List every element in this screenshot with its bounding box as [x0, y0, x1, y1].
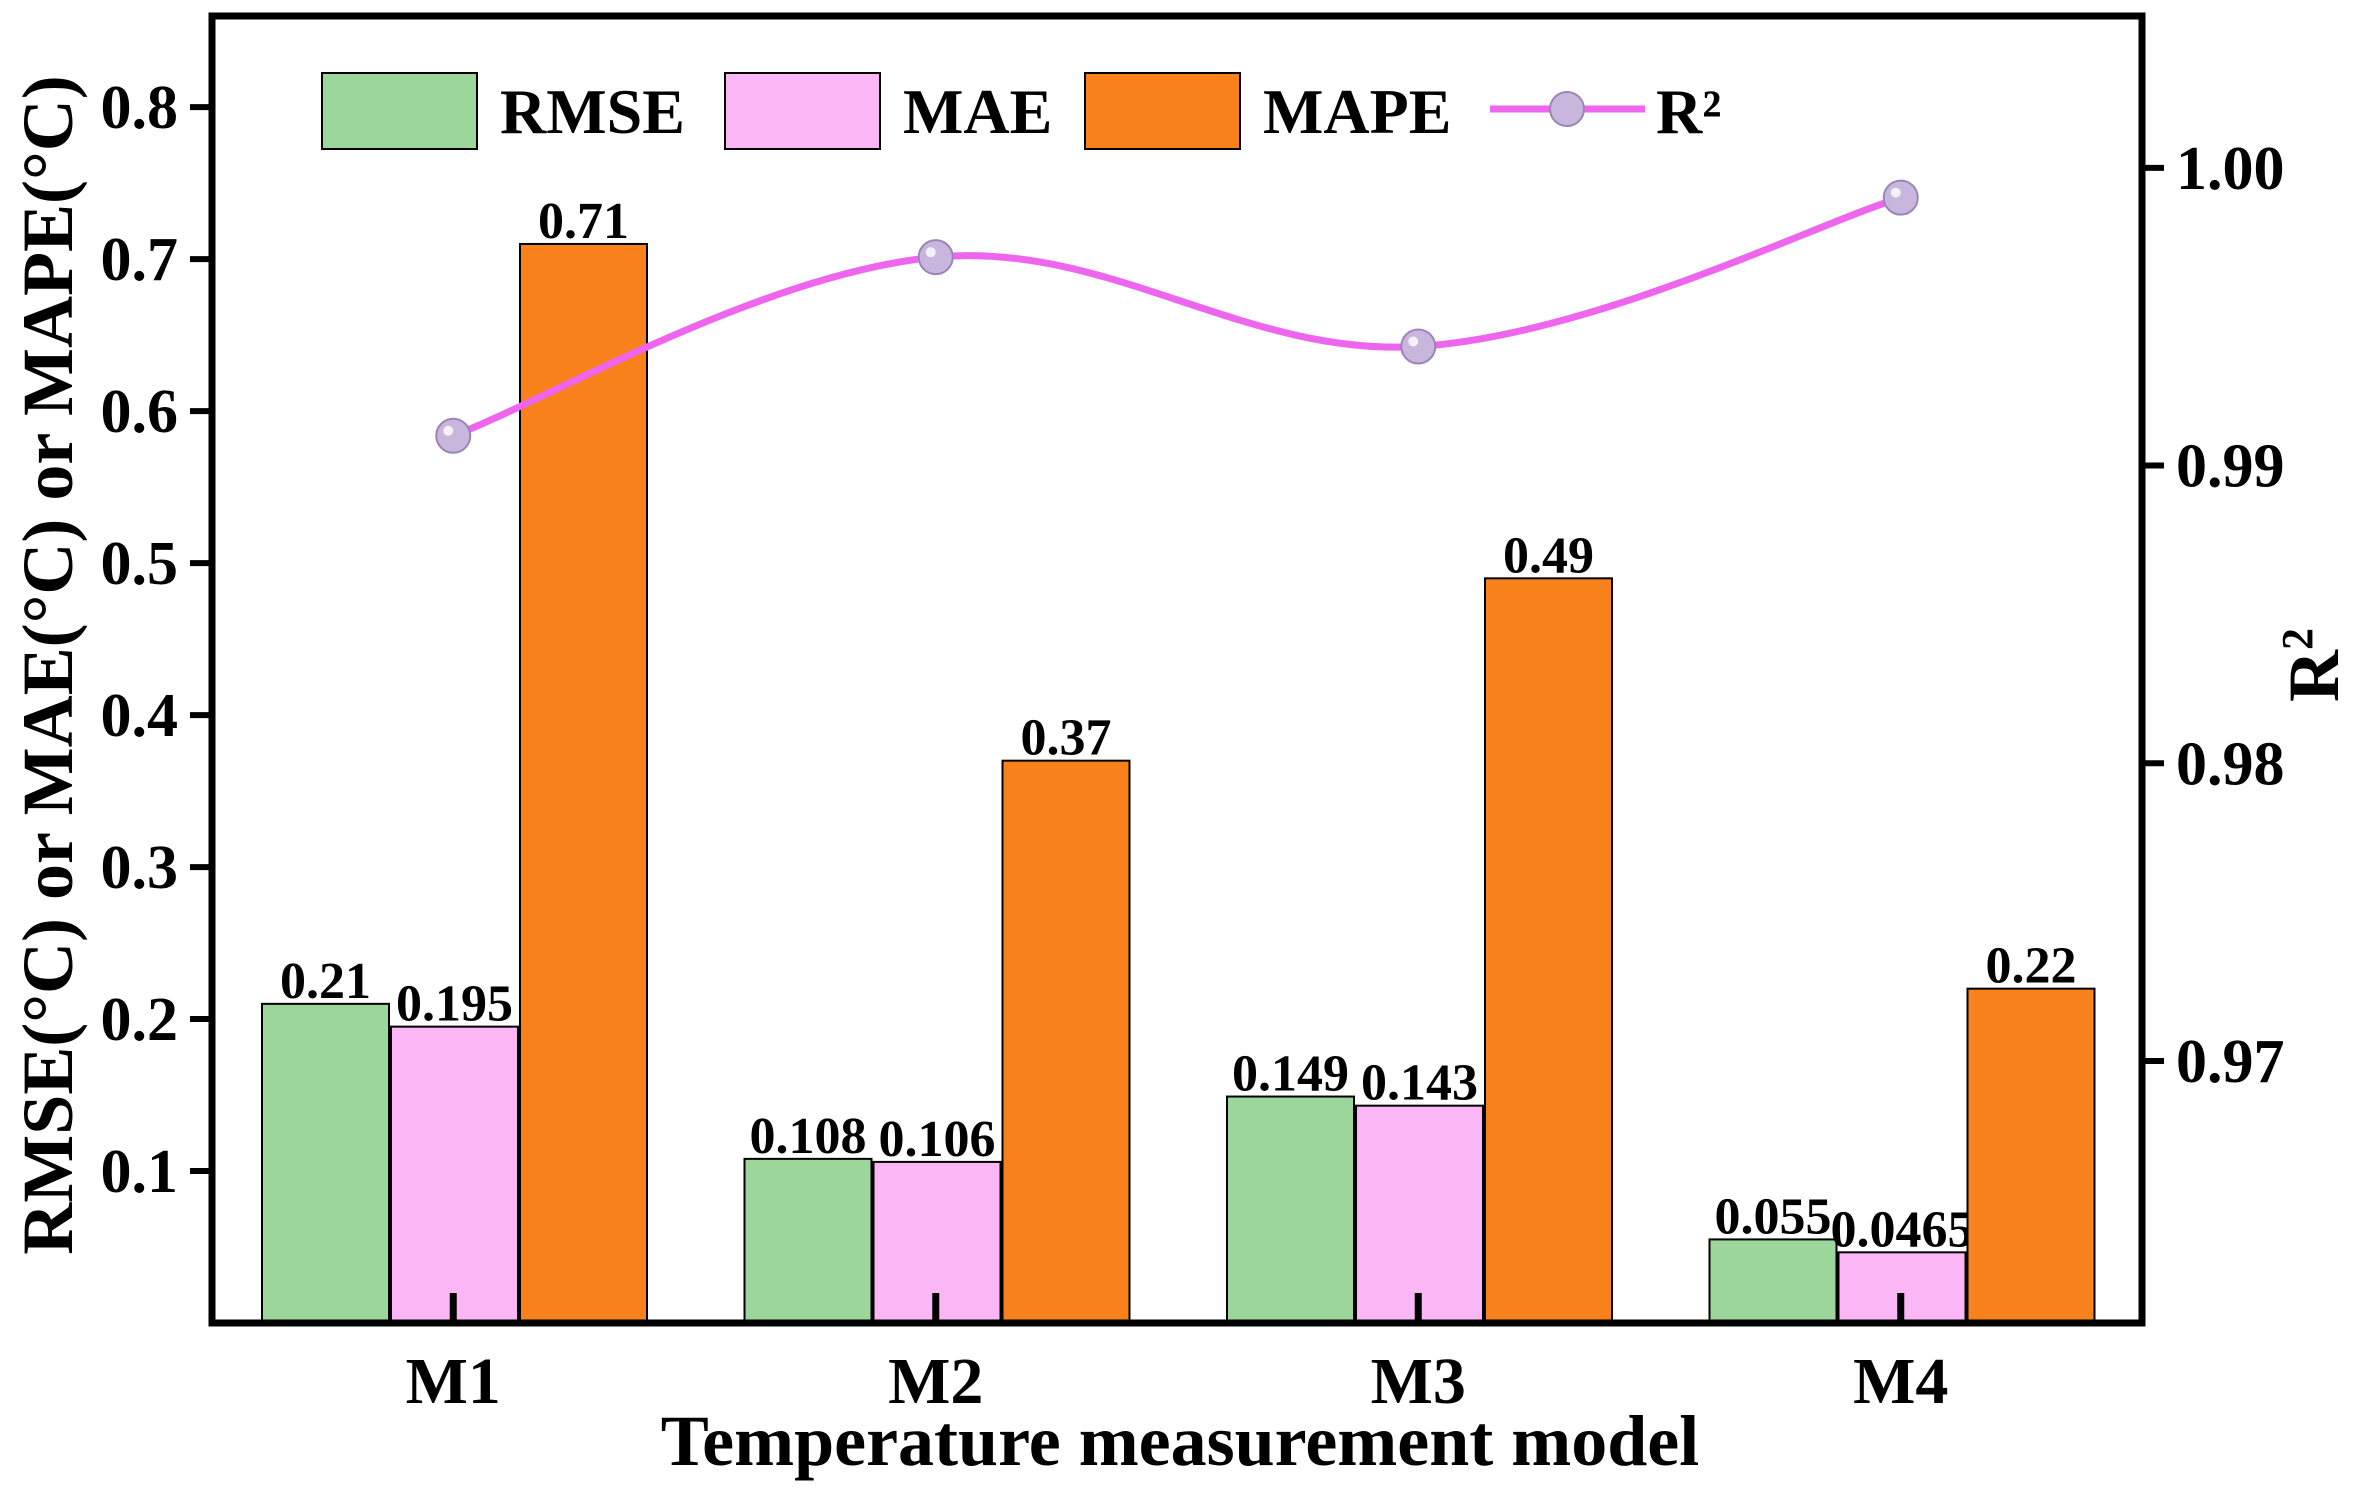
- y-tick-label-0.4: 0.4: [101, 682, 179, 750]
- legend: RMSE MAE MAPE R²: [321, 72, 1721, 150]
- y-tick-label-0.3: 0.3: [101, 834, 179, 902]
- y2-tick-label-1.00: 1.00: [2176, 135, 2285, 203]
- r2-marker-m1: [435, 417, 472, 454]
- x-tick-label-m1: M1: [406, 1345, 501, 1418]
- legend-swatch-mae: [724, 72, 881, 150]
- y2-tick-label-0.98: 0.98: [2176, 730, 2285, 798]
- data-label-mae-m1: 0.195: [396, 976, 513, 1033]
- r2-marker-highlight-m2: [925, 247, 936, 258]
- r2-marker-m4: [1882, 179, 1919, 216]
- legend-marker-r2: [1549, 91, 1585, 127]
- data-label-mape-m2: 0.37: [1021, 710, 1112, 767]
- bar-mape-m4: [1966, 987, 2096, 1325]
- data-label-mape-m1: 0.71: [538, 193, 629, 250]
- r2-line: [452, 194, 1902, 440]
- x-axis-title: Temperature measurement model: [661, 1401, 1699, 1481]
- bar-mae-m1: [390, 1025, 519, 1325]
- y-tick-label-0.2: 0.2: [101, 986, 179, 1054]
- bar-rmse-m2: [743, 1157, 873, 1324]
- y2-tick-label-0.97: 0.97: [2176, 1028, 2285, 1096]
- y-tick-label-0.6: 0.6: [101, 378, 179, 446]
- r2-marker-highlight-m1: [443, 425, 454, 436]
- y2-tick-label-0.99: 0.99: [2176, 433, 2285, 501]
- data-label-mae-m2: 0.106: [879, 1111, 996, 1168]
- bar-rmse-m4: [1708, 1238, 1838, 1325]
- y-tick-label-0.8: 0.8: [101, 74, 179, 142]
- data-label-mae-m4: 0.0465: [1831, 1201, 1974, 1258]
- x-tick-label-m2: M2: [888, 1345, 983, 1418]
- legend-label-rmse: RMSE: [500, 76, 685, 147]
- bar-rmse-m1: [261, 1002, 390, 1324]
- data-label-rmse-m4: 0.055: [1715, 1188, 1832, 1245]
- data-label-mae-m3: 0.143: [1361, 1055, 1478, 1112]
- x-tick-label-m3: M3: [1371, 1345, 1466, 1418]
- data-label-rmse-m2: 0.108: [750, 1108, 867, 1165]
- y-tick-label-0.5: 0.5: [101, 530, 179, 598]
- data-label-rmse-m1: 0.21: [280, 953, 371, 1010]
- bar-mape-m2: [1001, 759, 1131, 1324]
- plot-frame: [208, 12, 2146, 1327]
- y-tick-label-0.1: 0.1: [101, 1138, 179, 1206]
- legend-label-r2: R²: [1656, 76, 1721, 147]
- y-axis-title: RMSE(°C) or MAE(°C) or MAPE(°C): [8, 75, 88, 1255]
- bar-rmse-m3: [1226, 1095, 1355, 1325]
- r2-marker-m3: [1400, 328, 1437, 365]
- x-tick-label-m4: M4: [1853, 1345, 1948, 1418]
- y-tick-label-0.7: 0.7: [101, 226, 179, 294]
- y2-axis-title: R2: [2273, 628, 2354, 702]
- bar-mae-m3: [1355, 1104, 1484, 1324]
- data-label-mape-m4: 0.22: [1986, 938, 2077, 995]
- plot-area: 0.21 0.195 0.71 0.108 0.106 0.37 0.149 0.143 0.4…: [261, 179, 2096, 1325]
- legend-label-mape: MAPE: [1263, 76, 1451, 147]
- bar-mape-m3: [1484, 577, 1613, 1324]
- legend-swatch-rmse: [321, 72, 478, 150]
- bar-mape-m1: [519, 242, 648, 1325]
- data-label-rmse-m3: 0.149: [1232, 1046, 1349, 1103]
- r2-marker-highlight-m4: [1890, 187, 1901, 198]
- data-label-mape-m3: 0.49: [1503, 527, 1594, 584]
- r2-marker-highlight-m3: [1408, 336, 1419, 347]
- r2-marker-m2: [917, 239, 954, 276]
- legend-swatch-mape: [1084, 72, 1241, 150]
- axes: 0.1 0.2 0.3 0.4 0.5 0.6 0.7 0.8 0.97 0.98 0.99 1.00…: [101, 12, 2285, 1418]
- legend-label-mae: MAE: [903, 76, 1052, 147]
